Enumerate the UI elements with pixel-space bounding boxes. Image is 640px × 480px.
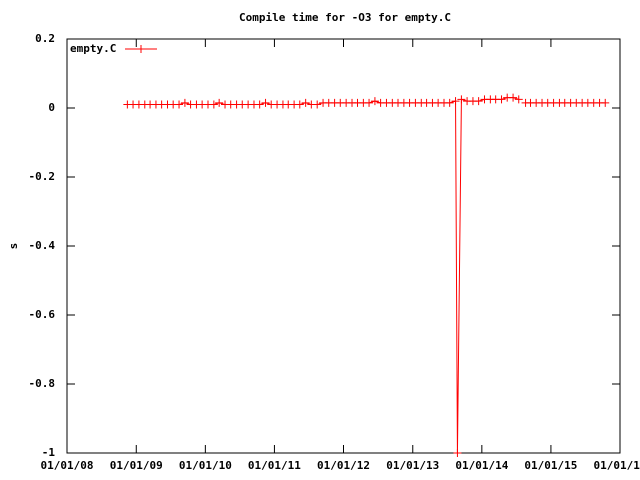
point-marker xyxy=(457,95,466,104)
legend-marker xyxy=(137,45,145,53)
y-tick-label: -0.6 xyxy=(29,308,56,321)
y-tick-label: -1 xyxy=(42,446,56,459)
x-tick-label: 01/01/11 xyxy=(248,459,301,472)
x-tick-label: 01/01/08 xyxy=(41,459,94,472)
y-axis-label: s xyxy=(7,243,20,250)
point-marker xyxy=(261,98,270,107)
point-marker xyxy=(497,95,506,104)
point-marker xyxy=(601,98,610,107)
point-marker xyxy=(453,449,462,457)
point-marker xyxy=(451,97,460,106)
point-marker xyxy=(514,95,523,104)
x-tick-label: 01/01/10 xyxy=(179,459,232,472)
point-marker xyxy=(255,100,264,109)
point-marker xyxy=(365,98,374,107)
x-tick-label: 01/01/12 xyxy=(317,459,370,472)
x-tick-label: 01/01/16 xyxy=(594,459,640,472)
point-marker xyxy=(445,98,454,107)
y-tick-label: -0.2 xyxy=(29,170,56,183)
point-marker xyxy=(295,100,304,109)
y-tick-label: -0.8 xyxy=(29,377,56,390)
series-line xyxy=(127,97,606,454)
x-tick-label: 01/01/09 xyxy=(110,459,163,472)
point-marker xyxy=(209,100,218,109)
y-tick-label: 0 xyxy=(48,101,55,114)
y-tick-label: -0.4 xyxy=(29,239,56,252)
point-marker xyxy=(301,98,310,107)
chart-title: Compile time for -O3 for empty.C xyxy=(239,11,451,24)
point-marker xyxy=(313,100,322,109)
point-marker xyxy=(370,97,379,106)
x-tick-label: 01/01/14 xyxy=(455,459,508,472)
y-tick-label: 0.2 xyxy=(35,32,55,45)
x-tick-label: 01/01/15 xyxy=(524,459,577,472)
point-marker xyxy=(175,100,184,109)
legend-label: empty.C xyxy=(70,42,116,55)
point-marker xyxy=(509,93,518,102)
x-tick-label: 01/01/13 xyxy=(386,459,439,472)
point-marker xyxy=(474,97,483,106)
point-marker xyxy=(215,98,224,107)
point-marker xyxy=(180,98,189,107)
